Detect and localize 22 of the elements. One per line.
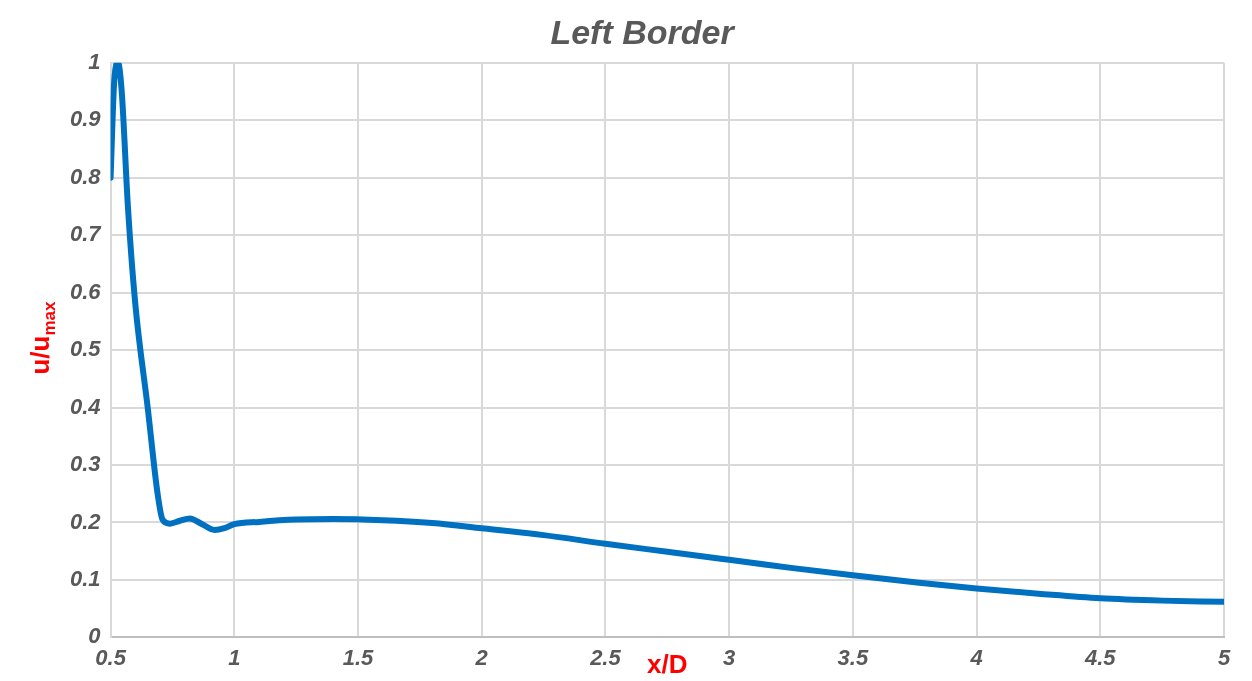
x-tick-label: 2 [474, 644, 489, 670]
x-tick-label: 4 [969, 644, 983, 670]
y-tick-label: 0.2 [69, 508, 102, 534]
x-axis-title: x/D [647, 648, 688, 679]
y-tick-label: 0.8 [69, 163, 102, 189]
x-tick-label: 3.5 [837, 644, 869, 670]
x-tick-label: 5 [1217, 644, 1231, 670]
y-tick-label: 1 [88, 48, 101, 74]
x-tick-label: 3 [723, 644, 736, 670]
y-tick-label: 0.7 [69, 221, 103, 247]
x-tick-label: 4.5 [1083, 644, 1117, 670]
y-tick-label: 0.4 [69, 393, 101, 419]
x-tick-label: 1 [228, 644, 241, 670]
y-tick-label: 0.5 [69, 336, 102, 362]
y-tick-label: 0.3 [69, 451, 101, 477]
x-tick-label: 1.5 [342, 644, 375, 670]
y-tick-label: 0.6 [69, 278, 102, 304]
y-tick-label: 0.1 [69, 566, 101, 591]
chart-title: Left Border [550, 12, 736, 51]
x-tick-label: 2.5 [589, 644, 622, 670]
y-tick-label: 0.9 [69, 106, 102, 132]
y-tick-label: 0 [88, 623, 102, 649]
